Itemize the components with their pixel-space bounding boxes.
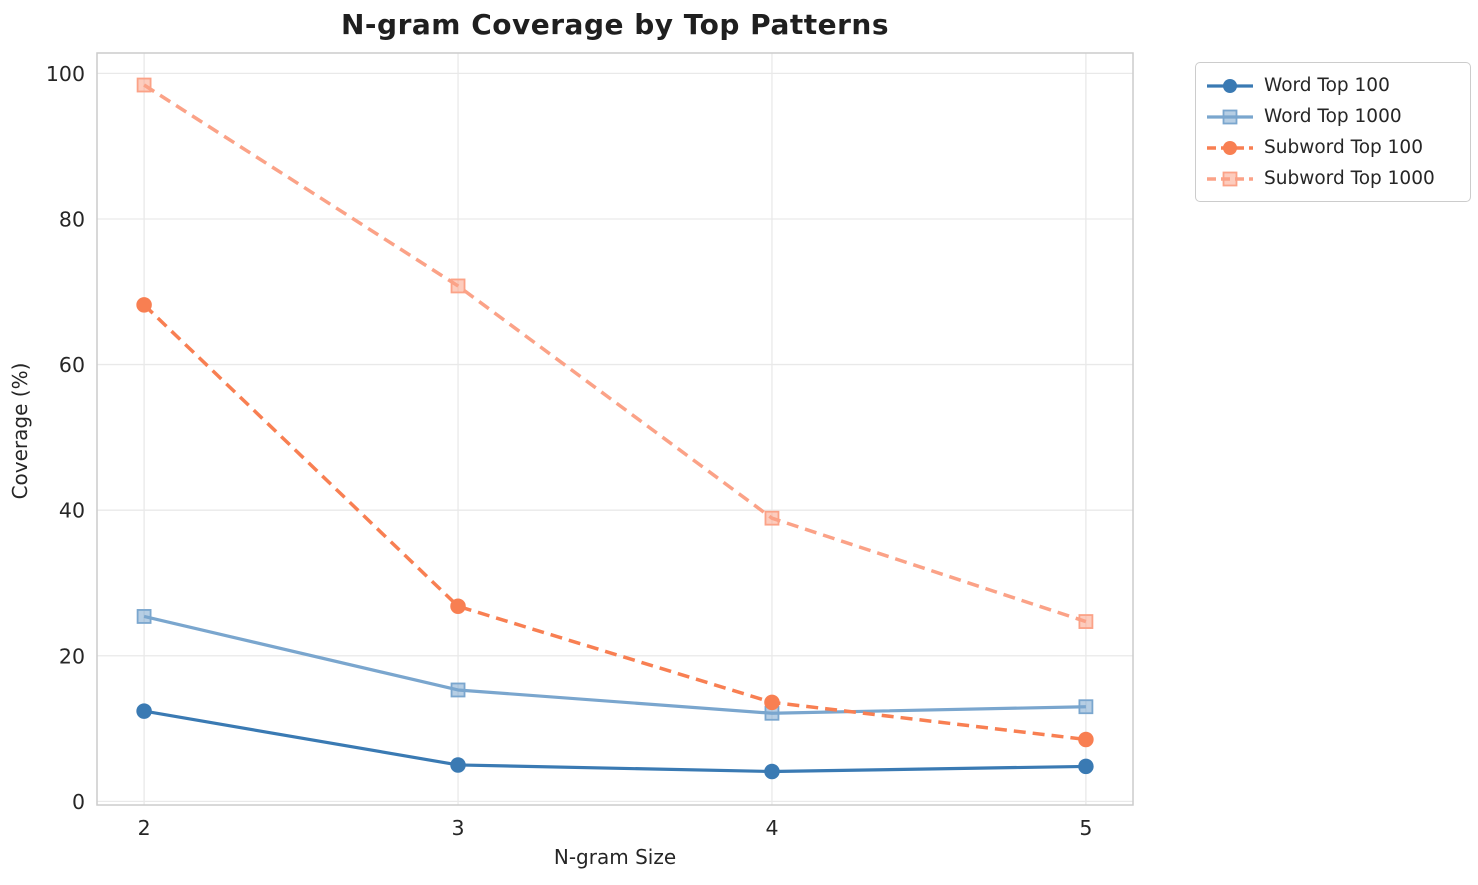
- circle-marker-icon: [1223, 78, 1237, 93]
- legend-label: Subword Top 1000: [1264, 168, 1435, 189]
- marker-word-top-100: [764, 763, 780, 780]
- y-tick-label: 80: [59, 207, 85, 231]
- series-line-word-top-100: [143, 709, 1086, 774]
- y-tick-label: 100: [46, 62, 85, 86]
- legend-swatch-subword-top-1000: [1207, 171, 1253, 186]
- legend-item-word-top-100: Word Top 100: [1206, 72, 1458, 99]
- y-tick-label: 40: [59, 499, 85, 523]
- marker-subword-top-100: [1078, 731, 1094, 748]
- circle-marker-icon: [1223, 140, 1237, 155]
- y-tick-label: 20: [59, 644, 85, 668]
- legend-swatch-subword-top-100: [1207, 140, 1253, 155]
- legend-label: Subword Top 100: [1264, 137, 1423, 158]
- legend-swatch-word-top-100: [1207, 78, 1253, 93]
- square-marker-icon: [1222, 109, 1238, 124]
- x-tick-label: 3: [452, 816, 465, 840]
- legend-item-subword-top-1000: Subword Top 1000: [1206, 165, 1458, 192]
- marker-word-top-100: [450, 757, 466, 773]
- marker-word-top-1000: [450, 682, 466, 698]
- marker-subword-top-100: [450, 598, 466, 615]
- axes-spines: [96, 52, 1134, 806]
- series-line-word-top-1000: [143, 614, 1086, 715]
- marker-word-top-100: [136, 703, 152, 719]
- y-tick-label: 60: [59, 353, 85, 377]
- marker-word-top-1000: [1078, 699, 1094, 715]
- series-line-subword-top-100: [142, 303, 1087, 742]
- marker-subword-top-100: [136, 297, 152, 313]
- y-axis-label: Coverage (%): [8, 362, 32, 500]
- series-line-subword-top-1000: [143, 83, 1087, 624]
- square-marker-icon: [1222, 171, 1238, 186]
- marker-subword-top-1000: [764, 510, 780, 526]
- y-tick-label: 0: [72, 790, 85, 814]
- legend-label: Word Top 100: [1264, 75, 1390, 96]
- legend-label: Word Top 1000: [1264, 106, 1402, 127]
- marker-subword-top-1000: [1078, 614, 1094, 629]
- marker-word-top-1000: [136, 609, 152, 624]
- x-axis-label: N-gram Size: [553, 845, 677, 869]
- x-tick-label: 4: [765, 816, 778, 840]
- marker-word-top-100: [1078, 758, 1094, 775]
- chart-title: N-gram Coverage by Top Patterns: [340, 8, 890, 41]
- marker-subword-top-100: [764, 694, 780, 711]
- legend: Word Top 100 Word Top 1000 Subword Top 100…: [1195, 62, 1471, 202]
- x-tick-label: 5: [1079, 816, 1092, 840]
- marker-subword-top-1000: [450, 278, 466, 294]
- marker-subword-top-1000: [136, 77, 152, 93]
- legend-item-word-top-1000: Word Top 1000: [1206, 103, 1458, 130]
- legend-swatch-word-top-1000: [1207, 109, 1253, 124]
- legend-item-subword-top-100: Subword Top 100: [1206, 134, 1458, 161]
- x-tick-label: 2: [138, 816, 151, 840]
